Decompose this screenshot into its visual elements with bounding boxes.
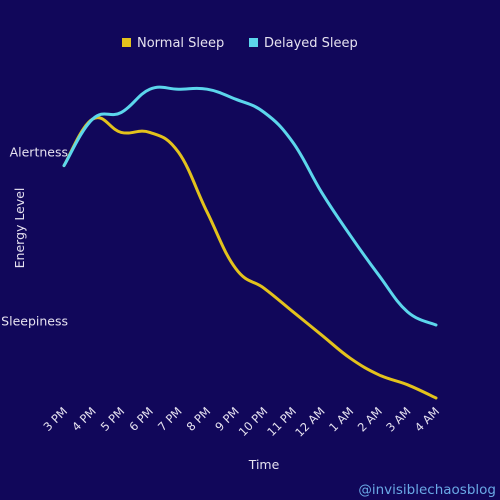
series-line-normal-sleep — [62, 116, 438, 400]
y-axis-title: Energy Level — [12, 188, 27, 269]
x-tick-label: 1 AM — [326, 404, 356, 434]
legend-swatch-normal-sleep — [122, 38, 131, 47]
x-tick-label: 4 AM — [412, 404, 442, 434]
x-tick-label: 12 AM — [292, 404, 327, 439]
x-axis-title: Time — [248, 457, 280, 472]
x-tick-label: 2 AM — [355, 404, 385, 434]
y-level-labels: Alertness Sleepiness — [1, 144, 68, 328]
x-tick-label: 5 PM — [98, 404, 128, 434]
legend-label-normal-sleep: Normal Sleep — [137, 36, 224, 51]
x-tick-label: 10 PM — [236, 404, 271, 439]
legend-label-delayed-sleep: Delayed Sleep — [264, 36, 358, 51]
y-level-label-alertness: Alertness — [10, 144, 68, 159]
x-tick-label: 3 PM — [41, 404, 71, 434]
series-lines — [62, 85, 438, 400]
x-tick-label: 6 PM — [126, 404, 156, 434]
y-level-label-sleepiness: Sleepiness — [1, 314, 68, 329]
x-tick-label: 3 AM — [383, 404, 413, 434]
x-tick-label: 8 PM — [184, 404, 214, 434]
x-tick-label: 7 PM — [155, 404, 185, 434]
x-tick-label: 11 PM — [264, 404, 299, 439]
legend-swatch-delayed-sleep — [249, 38, 258, 47]
series-line-delayed-sleep — [62, 85, 438, 327]
legend: Normal Sleep Delayed Sleep — [122, 36, 358, 51]
blog-credit: @invisiblechaosblog — [358, 482, 496, 498]
x-tick-label: 4 PM — [69, 404, 99, 434]
